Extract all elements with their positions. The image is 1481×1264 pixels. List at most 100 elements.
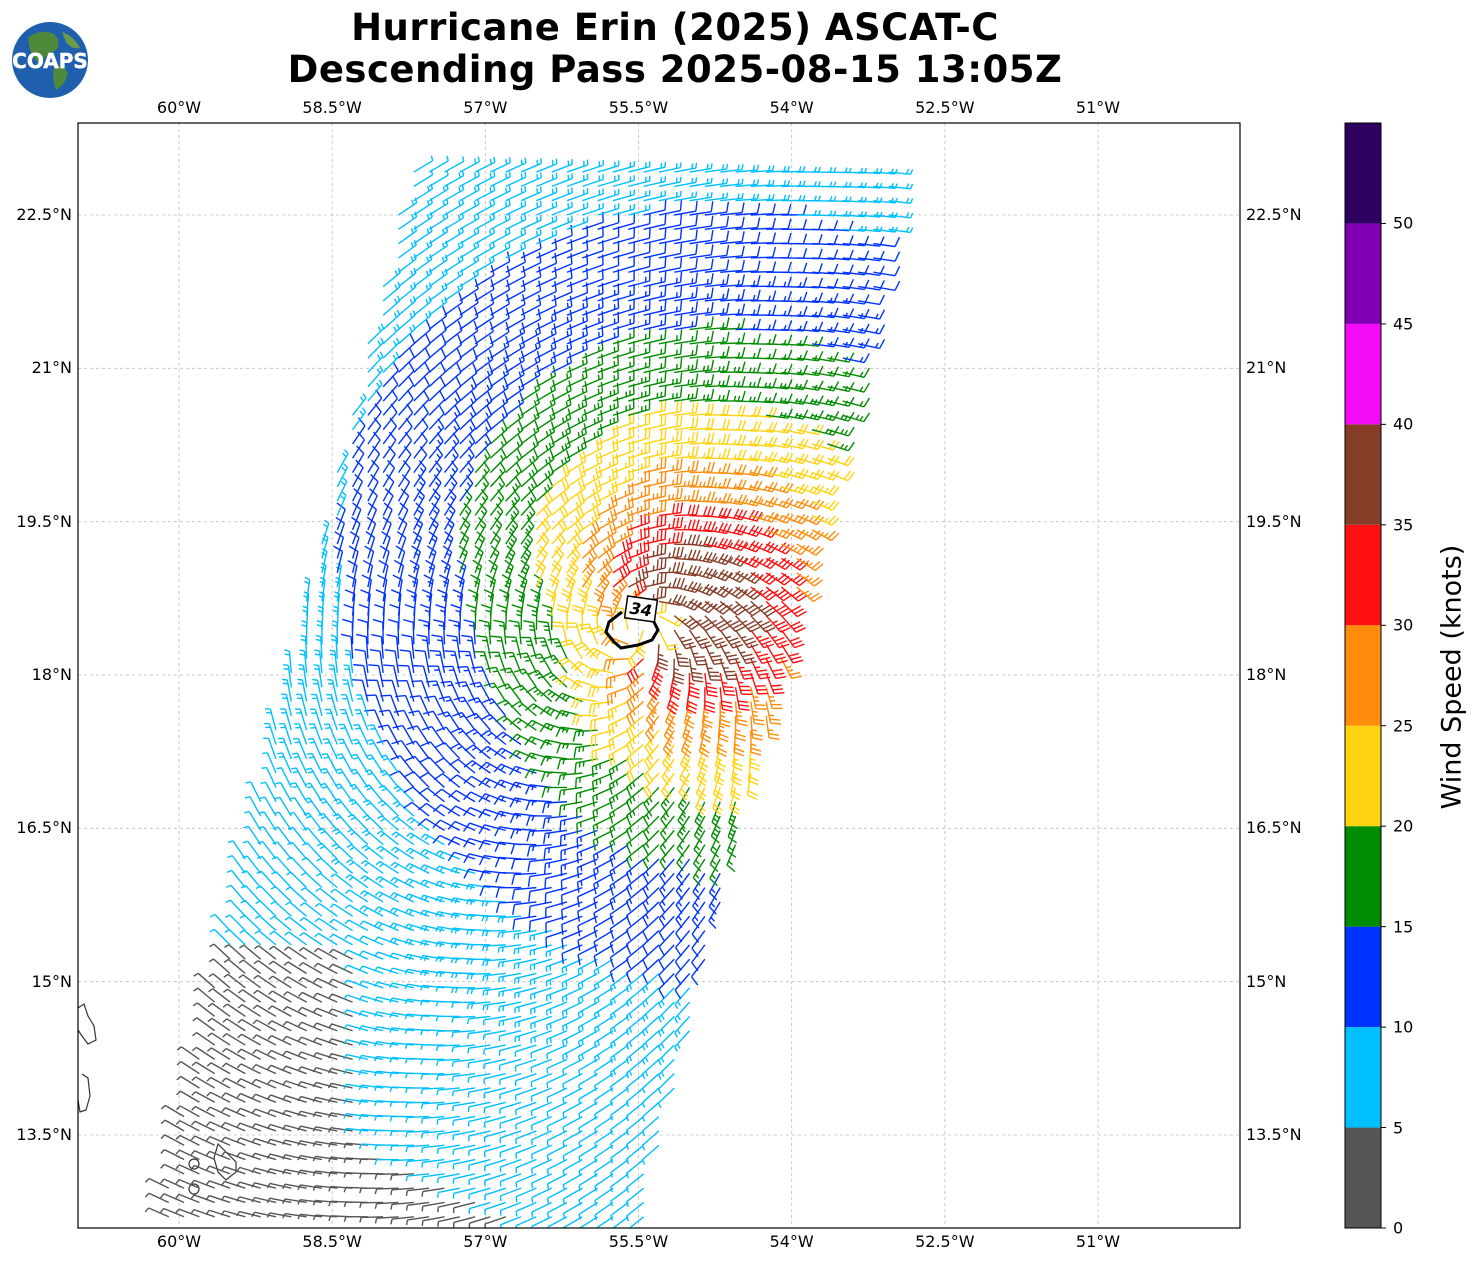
wind-barb (459, 306, 479, 331)
wind-barb (546, 1058, 568, 1074)
wind-barb (562, 1144, 583, 1162)
wind-barb (781, 233, 808, 245)
wind-barb (658, 901, 675, 928)
wind-barb (643, 500, 667, 517)
wind-barb (544, 886, 568, 904)
wind-barb (265, 708, 277, 731)
wind-barb (551, 187, 573, 202)
wind-barb (688, 629, 712, 649)
wind-barb (642, 887, 660, 913)
wind-barb (206, 1091, 231, 1103)
wind-barb (266, 1212, 292, 1218)
wind-barb (608, 743, 629, 766)
wind-barb (253, 989, 277, 1003)
wind-barb (609, 1030, 629, 1049)
wind-barb (406, 832, 430, 846)
wind-barb (546, 1015, 568, 1031)
wind-barb (545, 901, 568, 919)
wind-barb (719, 629, 744, 649)
wind-barb (448, 789, 476, 803)
wind-barb (588, 700, 614, 715)
wind-barb (374, 891, 399, 903)
wind-barb (144, 1177, 170, 1189)
wind-barb (444, 306, 463, 331)
wind-barb (160, 1104, 185, 1118)
wind-barb (191, 1091, 216, 1103)
wind-barb (450, 987, 476, 994)
wind-barb (485, 574, 497, 602)
wind-barb (359, 935, 384, 946)
wind-barb (625, 1030, 645, 1050)
wind-barb (323, 723, 338, 745)
wind-barb (585, 667, 614, 679)
wind-barb (373, 1011, 399, 1018)
wind-barb (562, 1187, 583, 1205)
wind-barb (373, 1026, 399, 1032)
lon-tick-label: 54°W (769, 98, 814, 117)
wind-barb (368, 724, 384, 745)
wind-barb (676, 829, 691, 858)
wind-barb (578, 1144, 599, 1162)
wind-barb (628, 370, 651, 388)
wind-barb (452, 1130, 476, 1141)
wind-barb (551, 173, 573, 188)
wind-barb (704, 259, 730, 273)
wind-barb (468, 1144, 491, 1156)
wind-barb (190, 1150, 216, 1161)
wind-barb (282, 1005, 307, 1018)
wind-barb (551, 408, 572, 431)
wind-barb (389, 997, 414, 1003)
wind-barb (360, 875, 384, 889)
wind-barb (237, 1048, 262, 1060)
wind-barb (609, 1130, 629, 1150)
wind-barb (297, 1110, 323, 1118)
wind-barb (253, 974, 277, 989)
wind-barb (359, 905, 384, 917)
wind-barb (270, 900, 292, 917)
wind-barb (546, 1216, 568, 1228)
wind-barb (352, 738, 369, 760)
wind-barb (221, 1151, 246, 1161)
wind-barb (343, 994, 369, 1003)
wind-barb (594, 1173, 614, 1192)
wind-barb (812, 234, 839, 246)
wind-barb (656, 644, 669, 671)
wind-barb (420, 848, 445, 860)
contour-label: 34 (629, 599, 654, 621)
wind-barb (513, 944, 537, 955)
wind-barb (236, 1078, 261, 1089)
wind-barb (658, 286, 683, 302)
wind-barb (765, 687, 783, 710)
lon-tick-label: 57°W (463, 1232, 508, 1251)
wind-barb (546, 1087, 568, 1103)
wind-barb (625, 1073, 645, 1093)
wind-barb (642, 815, 660, 842)
wind-barb (160, 1149, 185, 1161)
wind-barb (420, 1101, 445, 1109)
wind-barb (437, 1201, 460, 1213)
wind-barb (297, 1036, 323, 1046)
wind-barb (625, 1116, 645, 1136)
wind-barb (358, 603, 370, 631)
wind-barb (625, 829, 645, 855)
wind-barb (562, 1115, 583, 1133)
wind-barb (609, 829, 629, 853)
wind-barb (297, 1080, 323, 1089)
wind-barb (658, 473, 683, 488)
wind-barb (327, 1097, 353, 1104)
wind-barb (484, 1158, 506, 1172)
wind-barb (566, 202, 589, 216)
wind-barb (578, 1187, 599, 1206)
wind-barb (531, 1216, 553, 1228)
wind-barb (389, 922, 415, 932)
wind-barb (643, 428, 667, 445)
wind-barb (520, 378, 541, 402)
wind-barb (483, 1087, 506, 1099)
wind-barb (281, 1168, 307, 1175)
wind-barb (529, 972, 552, 986)
wind-barb (515, 1158, 537, 1174)
wind-barb (278, 737, 292, 760)
wind-barb (593, 944, 614, 967)
wind-barb (498, 972, 522, 983)
wind-barb (497, 929, 522, 938)
